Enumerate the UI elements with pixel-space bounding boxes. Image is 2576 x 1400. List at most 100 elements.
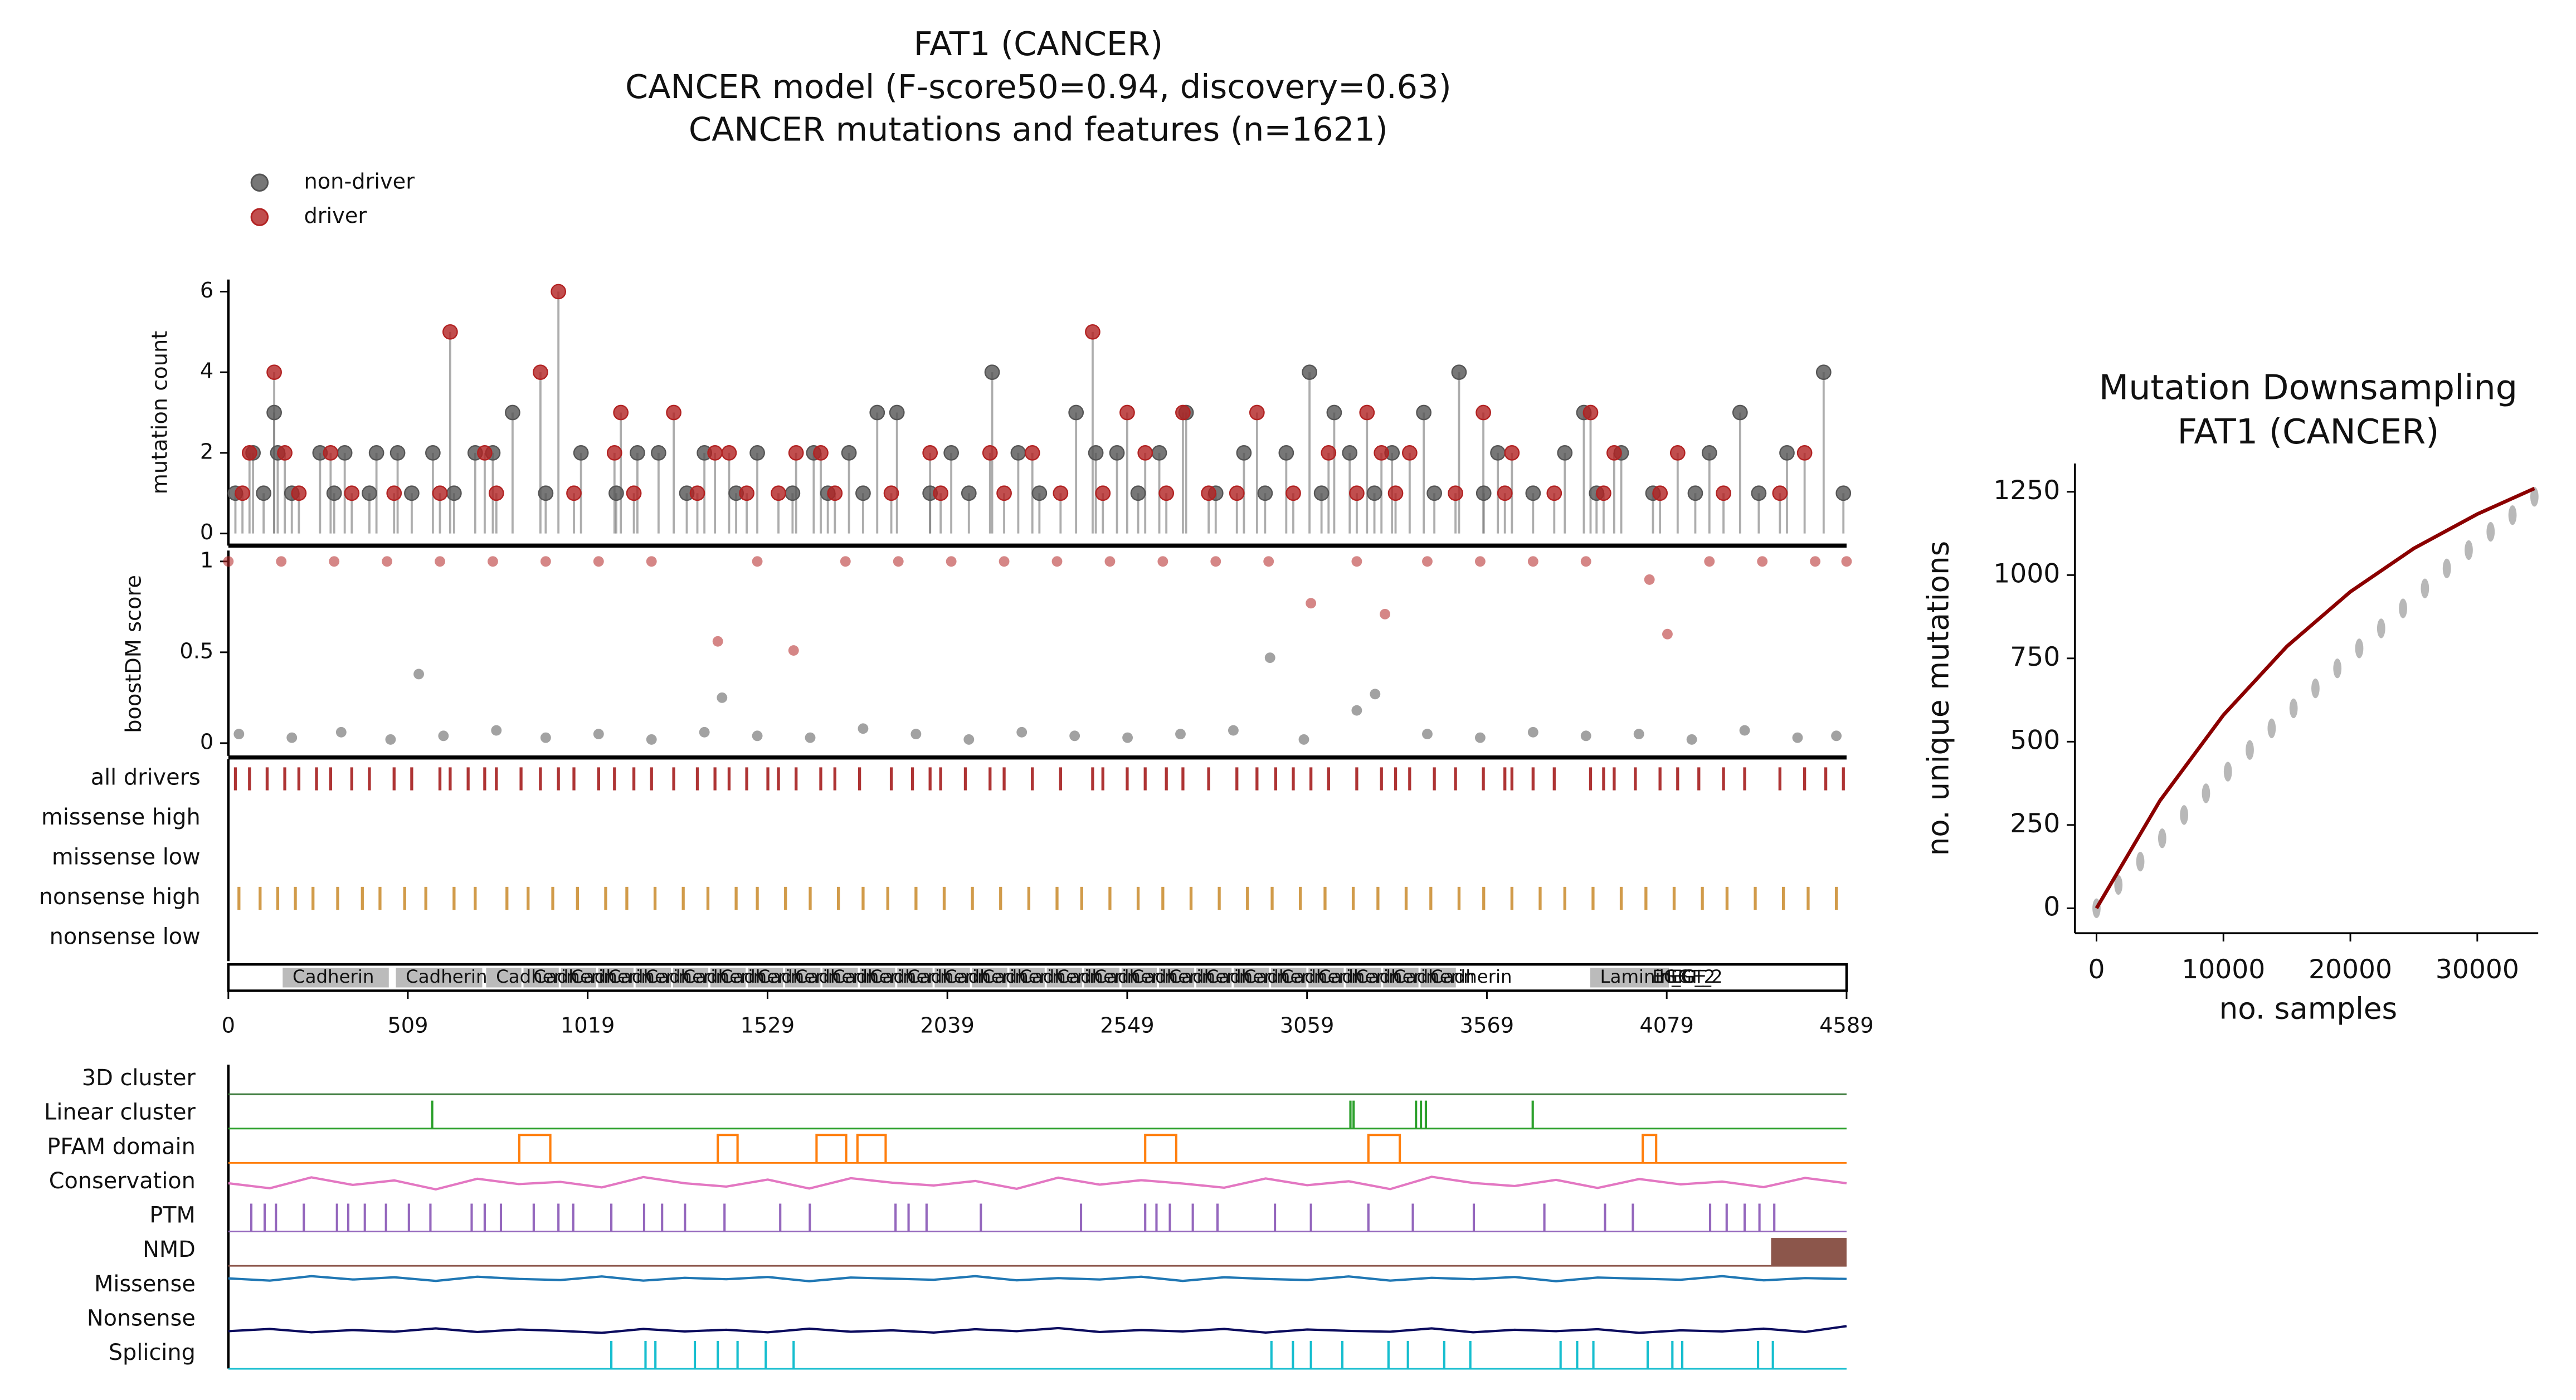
score-point (1210, 556, 1221, 567)
domain-label: Cadherin (1318, 966, 1400, 987)
domain-label: Cadherin (720, 966, 802, 987)
domain-label: Cadherin (406, 966, 487, 987)
domain-label: Cadherin (944, 966, 1026, 987)
x-tick-label: 2549 (1100, 1013, 1155, 1038)
mutation-point (666, 404, 681, 421)
mutation-point (1751, 485, 1767, 501)
mutation-point (389, 445, 406, 461)
domain-label: Cadherin (832, 966, 914, 987)
mutation-point (1158, 485, 1175, 501)
score-point (910, 729, 922, 740)
y-tick-label: 0 (2043, 891, 2060, 922)
sample-point (2465, 540, 2473, 560)
score-point (1474, 556, 1486, 567)
domain-box (710, 968, 746, 988)
x-tick-label: 4589 (1819, 1013, 1874, 1038)
mutation-point (1815, 364, 1832, 381)
mutation-point (827, 485, 843, 501)
sample-point (2311, 678, 2320, 699)
domain-box (822, 968, 858, 988)
mutation-point (266, 364, 282, 381)
sample-point (2486, 521, 2495, 542)
protein-frame (227, 963, 1848, 992)
domain-label: Cadherin (870, 966, 951, 987)
mutation-point (488, 485, 504, 501)
score-point (1264, 652, 1275, 664)
y-tick-label: 0.5 (179, 638, 213, 664)
mutation-point (368, 445, 384, 461)
mutation-point (785, 485, 801, 501)
score-point (805, 732, 816, 743)
feature-label: Missense (94, 1271, 196, 1297)
mutation-point (1701, 445, 1717, 461)
mutation-point (1175, 404, 1191, 421)
score-point (1704, 556, 1715, 567)
score-point (1422, 556, 1433, 567)
domain-label: Cadherin (1244, 966, 1325, 987)
mutation-point (235, 485, 250, 501)
score-point (646, 734, 657, 745)
x-tick-label: 2039 (920, 1013, 975, 1038)
mutation-point (608, 485, 624, 501)
feature-step (1642, 1134, 1658, 1163)
mutation-point (1085, 324, 1100, 340)
track-label: nonsense low (50, 924, 201, 950)
x-tick-label: 4079 (1639, 1013, 1694, 1038)
mutation-point (1582, 404, 1599, 421)
domain-box (1046, 968, 1082, 988)
domain-label: Cadherin (1206, 966, 1288, 987)
mutation-point (277, 445, 293, 461)
domain-box (486, 968, 522, 988)
domain-label: Cadherin (1019, 966, 1100, 987)
mutation-point (1068, 404, 1084, 421)
domain-box (1590, 968, 1643, 988)
score-point (385, 734, 396, 745)
mutation-point (1796, 445, 1813, 461)
chart-title: CANCER mutations and features (n=1621) (689, 110, 1388, 148)
mutation-point (266, 404, 282, 421)
mutation-point (1229, 485, 1245, 501)
score-point (646, 556, 657, 567)
domain-box (561, 968, 596, 988)
domain-label: Cadherin (496, 966, 577, 987)
score-point (840, 556, 851, 567)
y-tick-label: 4 (200, 359, 213, 384)
mutation-point (707, 445, 723, 461)
mutation-point (1366, 485, 1382, 501)
mutation-point (344, 485, 360, 501)
y-axis-label: boostDM score (121, 575, 146, 733)
chart-title: FAT1 (CANCER) (2177, 412, 2439, 452)
sample-point (2246, 740, 2254, 760)
feature-label: PFAM domain (47, 1134, 196, 1159)
sample-point (2180, 805, 2189, 825)
domain-label: Cadherin (982, 966, 1063, 987)
score-point (1069, 730, 1080, 742)
mutation-point (1236, 445, 1252, 461)
score-point (946, 556, 957, 567)
domain-label: Cadherin (1281, 966, 1362, 987)
mutation-point (1010, 445, 1026, 461)
mutation-point (996, 485, 1012, 501)
chart-title: CANCER model (F-score50=0.94, discovery=… (625, 67, 1452, 106)
mutation-point (337, 445, 353, 461)
domain-box (1271, 968, 1307, 988)
mutation-point (984, 364, 1000, 381)
score-point (999, 556, 1010, 567)
mutation-point (323, 445, 339, 461)
mutation-point (256, 485, 271, 501)
domain-box (283, 968, 389, 988)
y-tick-label: 6 (200, 278, 213, 303)
mutation-point (721, 445, 737, 461)
domain-label: EGF_2 (1667, 966, 1723, 987)
score-point (712, 636, 723, 647)
mutation-point (533, 364, 548, 381)
sample-point (2114, 875, 2123, 895)
domain-box (860, 968, 895, 988)
track-label: all drivers (91, 765, 201, 791)
y-tick-label: 500 (2010, 725, 2060, 755)
mutation-point (841, 445, 857, 461)
x-tick-label: 10000 (2181, 954, 2265, 985)
score-point (1757, 556, 1768, 567)
feature-step (717, 1134, 739, 1163)
